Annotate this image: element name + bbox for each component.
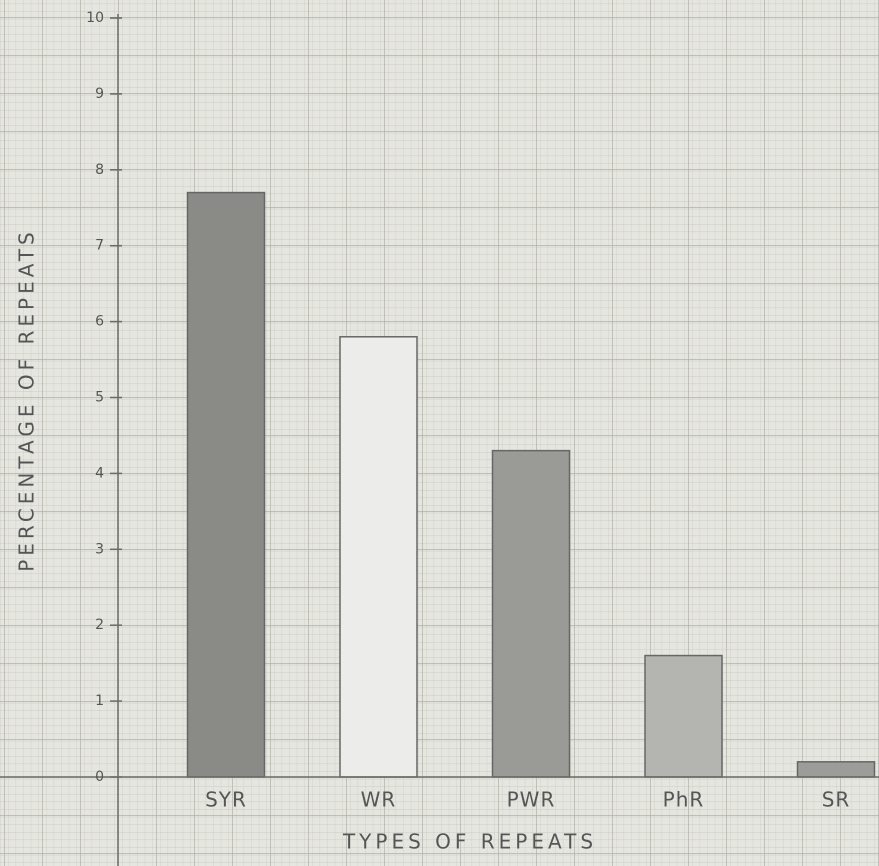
y-axis-title: PERCENTAGE OF REPEATS: [15, 228, 39, 572]
y-tick-label: 5: [95, 390, 104, 406]
x-tick-label: SYR: [205, 788, 247, 812]
y-tick-label: 6: [95, 314, 104, 330]
y-tick-label: 0: [95, 769, 104, 785]
bar: [340, 337, 417, 777]
y-tick-label: 3: [95, 541, 104, 557]
x-tick-label: PhR: [663, 788, 705, 812]
chart: TYPES OF REPEATS PERCENTAGE OF REPEATS 0…: [0, 0, 879, 866]
y-tick-label: 9: [95, 86, 104, 102]
y-tick-label: 1: [95, 693, 104, 709]
x-axis-title: TYPES OF REPEATS: [342, 830, 597, 854]
graph-paper-grid: [0, 0, 879, 866]
bar: [188, 193, 265, 777]
bar: [493, 451, 570, 777]
x-tick-label: SR: [822, 788, 851, 812]
y-tick-label: 2: [95, 617, 104, 633]
x-tick-label: PWR: [507, 788, 556, 812]
y-tick-label: 8: [95, 162, 104, 178]
y-tick-label: 10: [86, 10, 104, 26]
bar: [645, 656, 722, 777]
y-tick-label: 7: [95, 238, 104, 254]
bar: [798, 762, 875, 777]
x-tick-label: WR: [361, 788, 397, 812]
y-tick-label: 4: [95, 465, 104, 481]
